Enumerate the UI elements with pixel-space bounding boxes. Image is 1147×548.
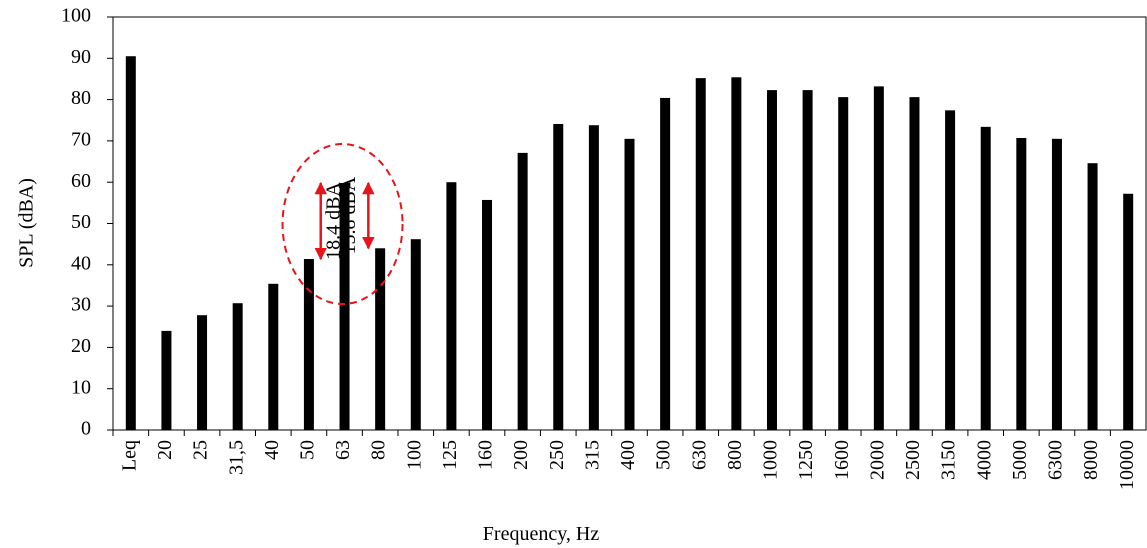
x-tick-label: 2500: [902, 440, 924, 480]
x-tick-label: 125: [439, 440, 461, 470]
bar: [1123, 193, 1134, 430]
x-tick-label: 630: [688, 440, 710, 470]
x-tick-label: 6300: [1045, 440, 1067, 480]
bar: [873, 86, 884, 430]
x-tick-label: 3150: [938, 440, 960, 480]
bar: [909, 97, 920, 430]
x-tick-label: 31,5: [225, 440, 247, 475]
x-tick-label: 25: [190, 440, 212, 460]
bar: [1016, 138, 1027, 430]
bar: [695, 78, 706, 431]
x-tick-label: 40: [261, 440, 283, 460]
y-tick-label: 90: [71, 46, 91, 68]
x-axis-label: Frequency, Hz: [483, 523, 600, 545]
x-tick-label: 160: [475, 440, 497, 470]
x-tick-label: 315: [581, 440, 603, 470]
x-tick-label: 4000: [973, 440, 995, 480]
bar: [553, 123, 564, 430]
bar: [125, 56, 136, 431]
bar: [624, 138, 635, 430]
y-tick-label: 40: [71, 252, 91, 274]
bar: [1087, 163, 1098, 430]
y-tick-label: 50: [71, 211, 91, 233]
x-tick-label: 20: [154, 440, 176, 460]
x-tick-label: 100: [403, 440, 425, 470]
bar: [802, 90, 813, 430]
bar: [232, 303, 243, 430]
bar: [980, 126, 991, 430]
x-tick-label: 5000: [1009, 440, 1031, 480]
bar: [517, 152, 528, 430]
annotation-ellipse: [281, 143, 404, 306]
y-tick-label: 60: [71, 170, 91, 192]
x-tick-label: Leq: [118, 440, 140, 471]
bar: [375, 248, 386, 430]
bar: [1051, 138, 1062, 430]
x-tick-label: 80: [368, 440, 390, 460]
x-tick-label: 250: [546, 440, 568, 470]
bar: [303, 259, 314, 430]
bar: [482, 199, 493, 430]
bar: [446, 182, 457, 430]
y-tick-label: 30: [71, 294, 91, 316]
y-tick-label: 10: [71, 376, 91, 398]
x-tick-label: 500: [653, 440, 675, 470]
bar: [766, 90, 777, 430]
x-tick-label: 10000: [1116, 440, 1138, 490]
bar: [339, 183, 350, 430]
annotation-text: 18.4 dBA: [322, 182, 344, 260]
bar: [268, 283, 279, 430]
x-tick-label: 400: [617, 440, 639, 470]
x-tick-label: 50: [297, 440, 319, 460]
y-axis-label: SPL (dBA): [16, 178, 38, 268]
x-tick-label: 800: [724, 440, 746, 470]
annotation-text: 15.8 dBA: [338, 176, 360, 254]
x-tick-label: 8000: [1080, 440, 1102, 480]
bar: [838, 97, 849, 430]
x-tick-label: 1000: [760, 440, 782, 480]
bar: [161, 330, 172, 430]
bar: [731, 77, 742, 430]
bar: [410, 239, 421, 430]
bar: [945, 110, 956, 430]
y-tick-label: 0: [81, 418, 91, 440]
x-tick-label: 1600: [831, 440, 853, 480]
bar: [197, 315, 208, 430]
bar: [588, 125, 599, 431]
x-tick-label: 200: [510, 440, 532, 470]
y-tick-label: 70: [71, 128, 91, 150]
y-tick-label: 20: [71, 335, 91, 357]
bar: [660, 97, 671, 430]
y-tick-label: 80: [71, 87, 91, 109]
y-tick-label: 100: [61, 5, 91, 27]
x-tick-label: 1250: [795, 440, 817, 480]
x-tick-label: 2000: [866, 440, 888, 480]
x-tick-label: 63: [332, 440, 354, 460]
